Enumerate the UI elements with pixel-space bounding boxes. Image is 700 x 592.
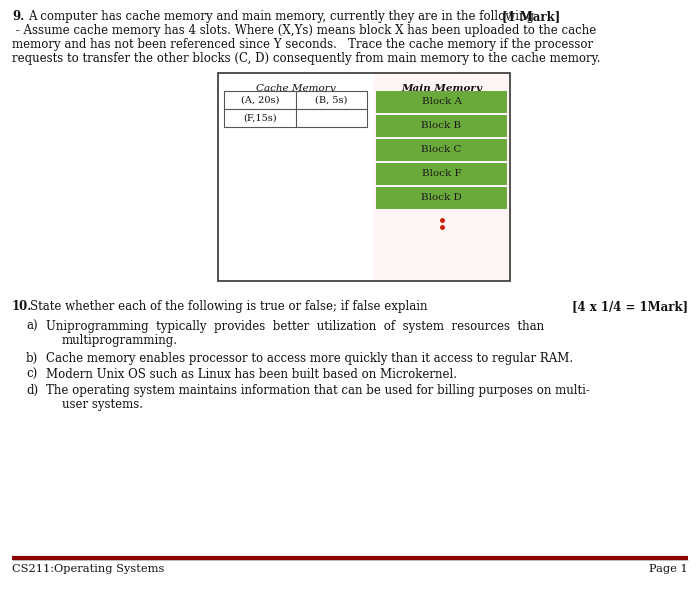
Text: 9.: 9. <box>12 10 24 23</box>
Bar <box>376 139 507 161</box>
Text: Cache memory enables processor to access more quickly than it access to regular : Cache memory enables processor to access… <box>46 352 573 365</box>
Text: Cache Memory: Cache Memory <box>256 84 335 93</box>
Text: (A, 20s): (A, 20s) <box>241 95 279 105</box>
Text: Page 1: Page 1 <box>650 564 688 574</box>
Bar <box>218 73 510 281</box>
Text: Block B: Block B <box>421 121 461 130</box>
Bar <box>376 91 507 113</box>
Bar <box>374 74 509 280</box>
Text: (B, 5s): (B, 5s) <box>315 95 347 105</box>
Text: a): a) <box>26 320 38 333</box>
Text: user systems.: user systems. <box>62 398 143 411</box>
Text: d): d) <box>26 384 38 397</box>
Text: [1 Mark]: [1 Mark] <box>502 10 560 23</box>
Bar <box>224 91 367 127</box>
Text: Block C: Block C <box>421 146 462 155</box>
Text: c): c) <box>26 368 37 381</box>
Text: - Assume cache memory has 4 slots. Where (X,Ys) means block X has been uploaded : - Assume cache memory has 4 slots. Where… <box>12 24 596 37</box>
Text: A computer has cache memory and main memory, currently they are in the following: A computer has cache memory and main mem… <box>28 10 538 23</box>
Text: State whether each of the following is true or false; if false explain: State whether each of the following is t… <box>30 300 428 313</box>
Text: requests to transfer the other blocks (C, D) consequently from main memory to th: requests to transfer the other blocks (C… <box>12 52 601 65</box>
Text: memory and has not been referenced since Y seconds.   Trace the cache memory if : memory and has not been referenced since… <box>12 38 593 51</box>
Text: multiprogramming.: multiprogramming. <box>62 334 178 347</box>
Text: Block A: Block A <box>421 98 461 107</box>
Text: Block F: Block F <box>421 169 461 179</box>
Text: The operating system maintains information that can be used for billing purposes: The operating system maintains informati… <box>46 384 590 397</box>
Bar <box>376 163 507 185</box>
Text: Block D: Block D <box>421 194 462 202</box>
Text: Main Memory: Main Memory <box>401 84 482 93</box>
Text: Modern Unix OS such as Linux has been built based on Microkernel.: Modern Unix OS such as Linux has been bu… <box>46 368 457 381</box>
Text: Uniprogramming  typically  provides  better  utilization  of  system  resources : Uniprogramming typically provides better… <box>46 320 544 333</box>
Bar <box>376 115 507 137</box>
Bar <box>376 187 507 209</box>
Text: b): b) <box>26 352 38 365</box>
Text: 10.: 10. <box>12 300 32 313</box>
Text: CS211:Operating Systems: CS211:Operating Systems <box>12 564 164 574</box>
Text: (F,15s): (F,15s) <box>243 114 276 123</box>
Text: [4 x 1/4 = 1Mark]: [4 x 1/4 = 1Mark] <box>572 300 688 313</box>
